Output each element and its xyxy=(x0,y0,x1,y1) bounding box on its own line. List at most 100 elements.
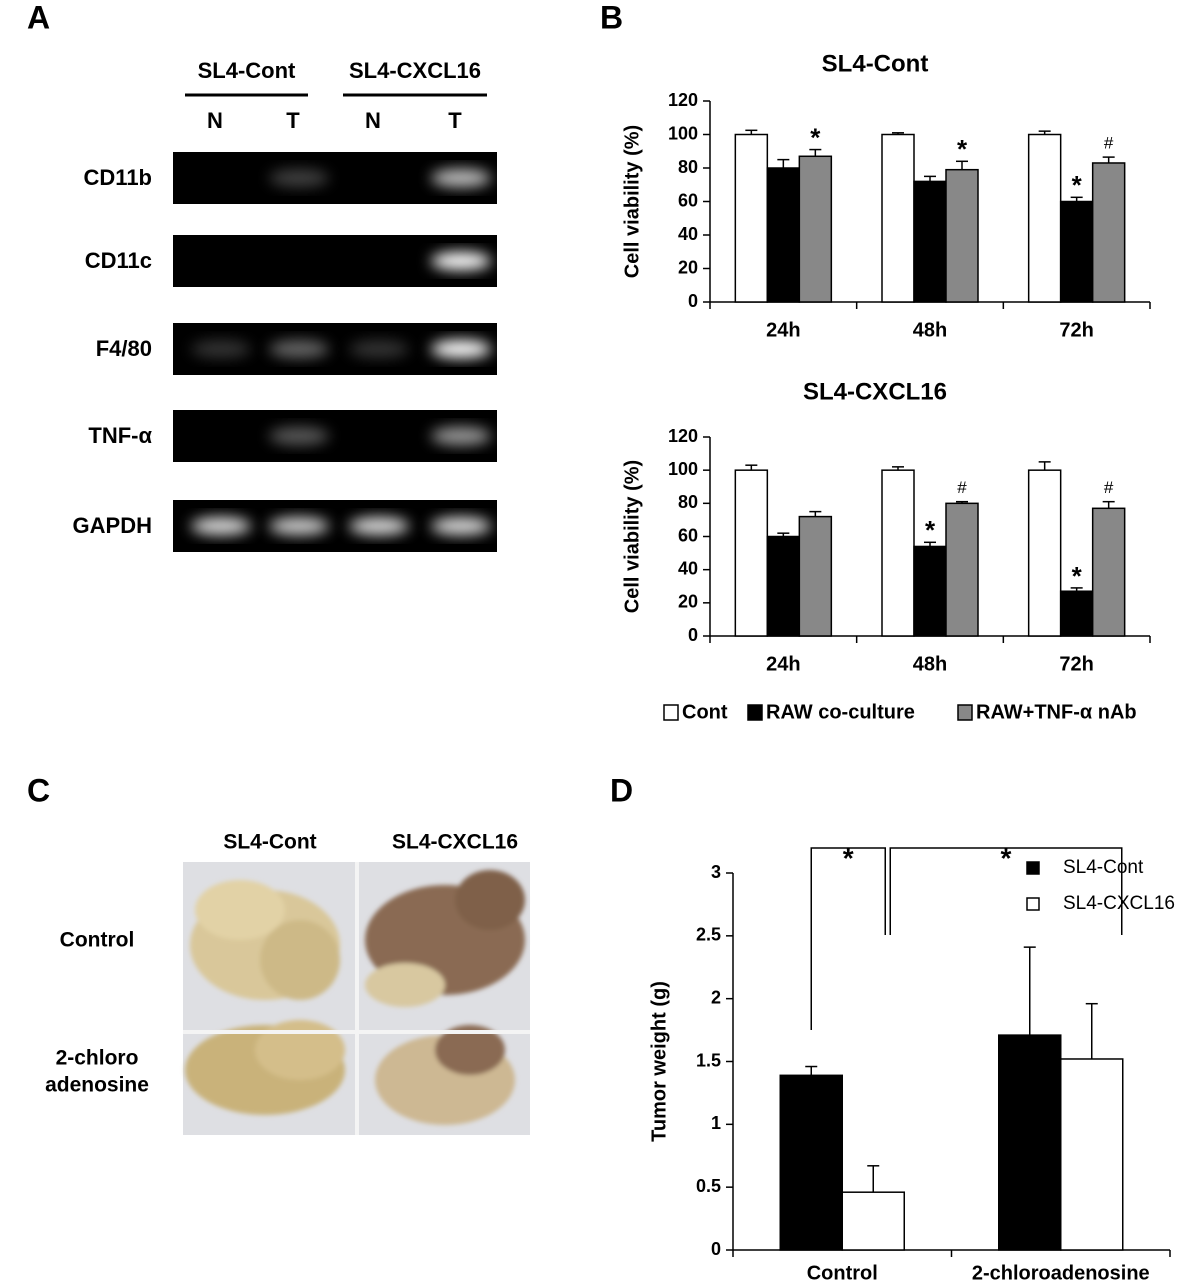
significance-marker: * xyxy=(957,134,968,164)
y-tick-label: 0 xyxy=(688,625,698,645)
bar xyxy=(734,469,769,637)
group-label: SL4-Cont xyxy=(198,58,296,83)
bar xyxy=(766,167,801,303)
gel-band xyxy=(431,340,491,358)
bar xyxy=(945,502,979,637)
significance-bracket xyxy=(889,847,1123,935)
legend-swatch xyxy=(747,704,763,721)
y-tick-label: 2.5 xyxy=(696,925,721,945)
gel-band xyxy=(349,340,409,358)
bar xyxy=(998,1034,1062,1251)
bar xyxy=(798,155,833,303)
legend-label: RAW co-culture xyxy=(766,701,915,723)
y-tick-label: 60 xyxy=(678,190,698,210)
bar xyxy=(1059,590,1094,637)
bar xyxy=(1027,133,1062,303)
significance-marker: # xyxy=(957,478,967,497)
significance-marker: * xyxy=(1072,170,1083,200)
bar xyxy=(1060,1058,1124,1251)
bar xyxy=(913,180,947,303)
panel-label: A xyxy=(27,0,50,35)
significance-marker: * xyxy=(1072,561,1083,591)
x-tick-label: 2-chloroadenosine xyxy=(972,1262,1150,1283)
bar xyxy=(1091,507,1126,637)
y-tick-label: 0.5 xyxy=(696,1176,721,1196)
y-tick-label: 20 xyxy=(678,257,698,277)
significance-marker: * xyxy=(810,122,821,152)
panel-label: D xyxy=(610,772,633,808)
column-label: SL4-Cont xyxy=(223,831,316,854)
gel-row-label: CD11b xyxy=(84,165,152,190)
y-tick-label: 0 xyxy=(711,1239,721,1259)
y-tick-label: 40 xyxy=(678,558,698,578)
bar xyxy=(1059,200,1094,303)
gel-band xyxy=(431,252,491,270)
y-tick-label: 0 xyxy=(688,291,698,311)
lane-label: N xyxy=(207,108,223,133)
y-axis-label: Tumor weight (g) xyxy=(648,981,670,1142)
gel-band xyxy=(269,427,329,445)
gel-row-label: TNF-α xyxy=(88,423,152,448)
significance-marker: * xyxy=(843,842,854,873)
gel-band xyxy=(431,427,491,445)
y-tick-label: 3 xyxy=(711,862,721,882)
significance-bracket xyxy=(810,847,886,1030)
y-tick-label: 120 xyxy=(668,90,698,110)
legend-label: SL4-CXCL16 xyxy=(1063,893,1175,914)
x-tick-label: 48h xyxy=(913,653,947,675)
bar xyxy=(734,133,769,303)
bar xyxy=(1091,162,1126,303)
chart-title: SL4-CXCL16 xyxy=(803,378,947,405)
y-axis-label: Cell viability (%) xyxy=(621,125,643,278)
y-tick-label: 80 xyxy=(678,157,698,177)
lane-label: T xyxy=(286,108,300,133)
gel-band xyxy=(191,517,251,535)
significance-marker: * xyxy=(1001,842,1012,873)
y-tick-label: 1 xyxy=(711,1113,721,1133)
bar xyxy=(913,545,947,637)
legend-label: RAW+TNF-α nAb xyxy=(976,701,1137,723)
panel-label: B xyxy=(600,0,623,35)
row-label: adenosine xyxy=(45,1074,149,1097)
y-tick-label: 100 xyxy=(668,459,698,479)
legend-label: Cont xyxy=(682,701,728,723)
x-tick-label: 48h xyxy=(913,319,947,341)
legend-label: SL4-Cont xyxy=(1063,857,1144,878)
gel-row-label: CD11c xyxy=(85,248,152,273)
bar xyxy=(1027,469,1062,637)
photo xyxy=(183,862,530,1135)
panel-label: C xyxy=(27,772,50,808)
x-tick-label: 72h xyxy=(1059,653,1093,675)
gel-band xyxy=(431,169,491,187)
row-label: Control xyxy=(60,929,135,952)
y-tick-label: 80 xyxy=(678,492,698,512)
column-label: SL4-CXCL16 xyxy=(392,831,518,854)
y-tick-label: 100 xyxy=(668,123,698,143)
gel-band xyxy=(269,340,329,358)
bar xyxy=(945,168,979,303)
gel-band xyxy=(269,169,329,187)
gel-band xyxy=(269,517,329,535)
chart-title: SL4-Cont xyxy=(822,50,929,77)
group-label: SL4-CXCL16 xyxy=(349,58,481,83)
row-label: 2-chloro xyxy=(56,1047,139,1070)
bar xyxy=(881,133,915,303)
bar xyxy=(766,535,801,637)
y-tick-label: 40 xyxy=(678,224,698,244)
gel-row-label: GAPDH xyxy=(73,513,152,538)
gel-band xyxy=(349,517,409,535)
x-tick-label: Control xyxy=(807,1262,878,1283)
legend-swatch xyxy=(957,704,973,721)
gel-band xyxy=(431,517,491,535)
bar xyxy=(798,515,833,637)
significance-marker: # xyxy=(1104,134,1114,153)
legend-swatch xyxy=(663,704,679,721)
y-tick-label: 120 xyxy=(668,426,698,446)
bar xyxy=(881,469,915,637)
y-tick-label: 60 xyxy=(678,525,698,545)
bar xyxy=(779,1074,843,1251)
significance-marker: # xyxy=(1104,478,1114,497)
y-tick-label: 20 xyxy=(678,592,698,612)
